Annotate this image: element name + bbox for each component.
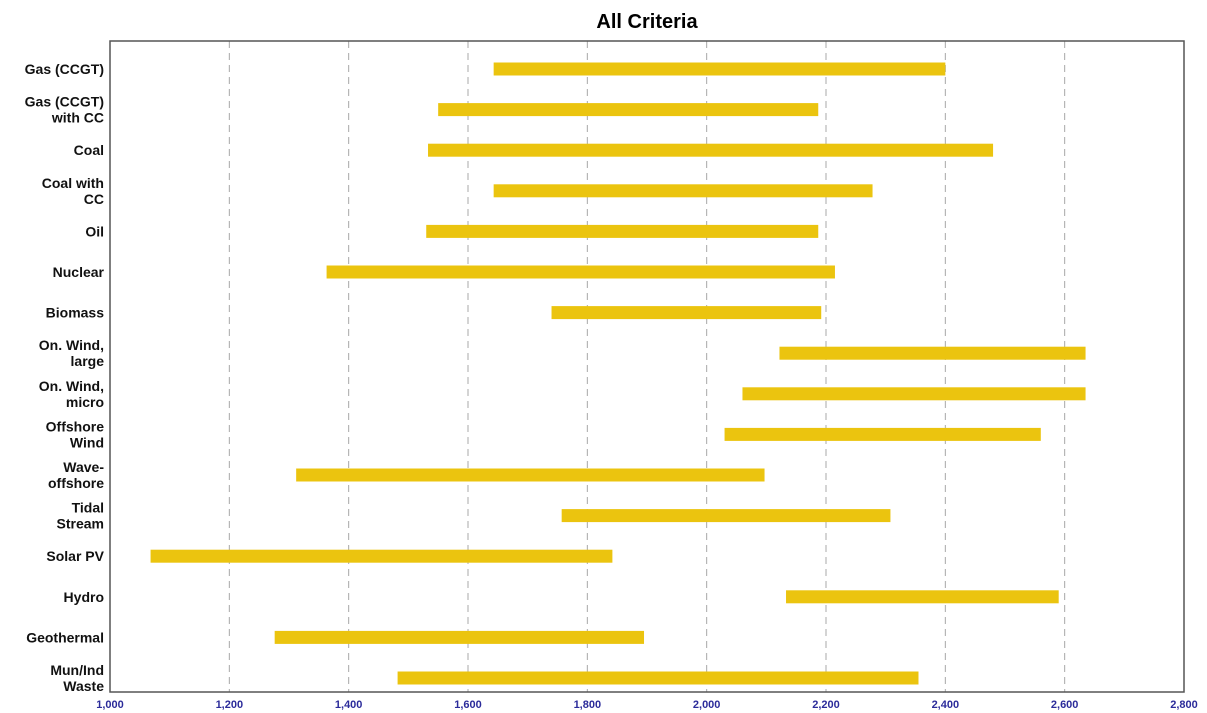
range-bar <box>779 346 1086 360</box>
x-tick-label: 1,800 <box>574 699 602 711</box>
category-label: Gas (CCGT) <box>25 61 104 77</box>
category-label: Gas (CCGT) with CC <box>25 94 104 126</box>
category-label-line: On. Wind, <box>39 378 104 394</box>
category-label: Mun/Ind Waste <box>50 662 104 694</box>
x-tick-label: 2,800 <box>1170 699 1198 711</box>
category-label-line: Wave- <box>63 459 104 475</box>
category-label: Geothermal <box>26 629 104 645</box>
category-label-line: Hydro <box>64 589 104 605</box>
range-bar <box>426 224 819 238</box>
range-bar <box>274 630 645 644</box>
category-label: Wave-offshore <box>48 459 104 491</box>
category-label: On. Wind, micro <box>39 378 104 410</box>
category-label: Coal <box>74 142 104 158</box>
range-bars <box>150 62 1086 685</box>
category-label-line: CC <box>84 191 104 207</box>
category-label-line: Wind <box>70 434 104 450</box>
category-label: Hydro <box>64 589 104 605</box>
x-axis-tick-labels: 1,000 1,200 1,400 1,600 1,800 2,000 2,200 2,400… <box>96 699 1198 711</box>
x-tick-label: 1,400 <box>335 699 363 711</box>
category-label-line: Tidal <box>72 500 104 516</box>
x-tick-label: 2,600 <box>1051 699 1079 711</box>
category-label-line: Oil <box>85 223 104 239</box>
range-bar <box>397 671 919 685</box>
category-label: Nuclear <box>53 264 105 280</box>
category-label-line: Nuclear <box>53 264 105 280</box>
range-bar <box>551 306 822 320</box>
category-label: Offshore Wind <box>46 418 105 450</box>
range-bar <box>296 468 765 482</box>
category-label-line: Gas (CCGT) <box>25 94 104 110</box>
x-tick-label: 2,400 <box>932 699 960 711</box>
range-bar <box>493 62 946 76</box>
range-bar <box>742 387 1086 401</box>
range-bar <box>561 509 891 523</box>
x-tick-label: 1,000 <box>96 699 124 711</box>
x-tick-label: 1,600 <box>454 699 482 711</box>
category-label-line: micro <box>66 394 104 410</box>
category-label-line: On. Wind, <box>39 337 104 353</box>
category-label-line: Coal with <box>42 175 104 191</box>
category-label: Tidal Stream <box>57 500 104 532</box>
range-bar <box>326 265 835 279</box>
category-label-line: Gas (CCGT) <box>25 61 104 77</box>
category-label: Coal with CC <box>42 175 104 207</box>
category-label: On. Wind, large <box>39 337 104 369</box>
category-label-line: Offshore <box>46 418 105 434</box>
x-tick-label: 2,000 <box>693 699 721 711</box>
category-label-line: Stream <box>57 516 104 532</box>
x-tick-label: 2,200 <box>812 699 840 711</box>
range-bar <box>786 590 1059 604</box>
x-tick-label: 1,200 <box>216 699 244 711</box>
range-bar <box>724 427 1041 441</box>
range-bar <box>493 184 873 198</box>
chart-title: All Criteria <box>596 11 698 33</box>
category-label-line: Coal <box>74 142 104 158</box>
category-label-line: Mun/Ind <box>50 662 104 678</box>
category-label: Biomass <box>46 305 105 321</box>
category-label-line: with CC <box>51 110 104 126</box>
range-bar <box>150 549 613 563</box>
category-label-line: Biomass <box>46 305 105 321</box>
category-label-line: Solar PV <box>46 548 104 564</box>
range-bar <box>438 103 819 117</box>
category-label: Oil <box>85 223 104 239</box>
category-label-line: Waste <box>63 678 104 694</box>
category-label-line: large <box>71 353 105 369</box>
category-label-line: offshore <box>48 475 104 491</box>
range-bar <box>428 143 994 157</box>
category-label-line: Geothermal <box>26 629 104 645</box>
plot-area-frame <box>109 40 1185 693</box>
category-label: Solar PV <box>46 548 104 564</box>
